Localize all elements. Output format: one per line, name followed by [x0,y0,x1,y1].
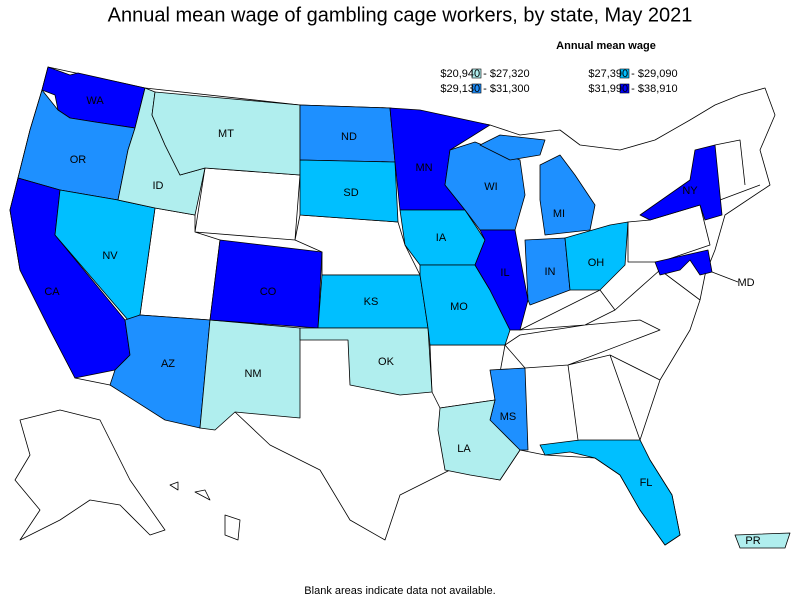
state [299,327,433,396]
state-label: MI [553,208,565,220]
state-label: NY [682,185,698,197]
state-label: OK [378,356,395,368]
legend-label: $29,130 - $31,300 [440,83,529,95]
state-label: WI [484,181,497,193]
state-label: MN [415,162,432,174]
leader-line [711,271,739,283]
state-label: NV [102,250,118,262]
legend-label: $27,390 - $29,090 [588,68,677,80]
legend-swatch [619,68,630,79]
state-label: FL [640,477,653,489]
state [564,221,629,291]
state [654,249,713,276]
legend-swatch [471,83,482,94]
state [734,532,791,549]
state-label: ID [153,180,164,192]
legend-label: $20,940 - $27,320 [440,68,529,80]
state-label: CA [44,286,60,298]
footnote: Blank areas indicate data not available. [304,585,495,597]
state-label: CO [260,286,277,298]
legend-swatch [619,83,630,94]
alaska [14,409,166,541]
legend: $20,940 - $27,320 $27,390 - $29,090 $29,13… [440,68,677,95]
state [209,239,323,329]
state [639,144,723,221]
state-label: ND [341,131,357,143]
state-label: OH [588,257,605,269]
state [524,237,571,306]
state-label: OR [70,154,87,166]
state-label: MO [450,301,468,313]
title: Annual mean wage of gambling cage worker… [108,4,693,26]
state-label: MD [737,277,754,289]
state-label: KS [364,296,379,308]
state [479,134,596,236]
state-label: SD [343,187,358,199]
legend-title: Annual mean wage [556,40,656,52]
state-label: LA [457,443,471,455]
state-label: IL [500,267,509,279]
state-label: IA [436,232,447,244]
state [474,229,529,331]
hawaii [169,481,241,541]
state-label: MT [218,128,234,140]
state-label: PR [745,535,760,547]
state-label: NM [244,368,261,380]
state-label: IN [545,266,556,278]
state [299,159,399,223]
state-label: AZ [161,358,175,370]
legend-label: $31,990 - $38,910 [588,83,677,95]
state [539,439,681,546]
legend-swatch [471,68,482,79]
state-label: WA [86,95,104,107]
state [437,399,521,481]
state-label: MS [500,411,517,423]
